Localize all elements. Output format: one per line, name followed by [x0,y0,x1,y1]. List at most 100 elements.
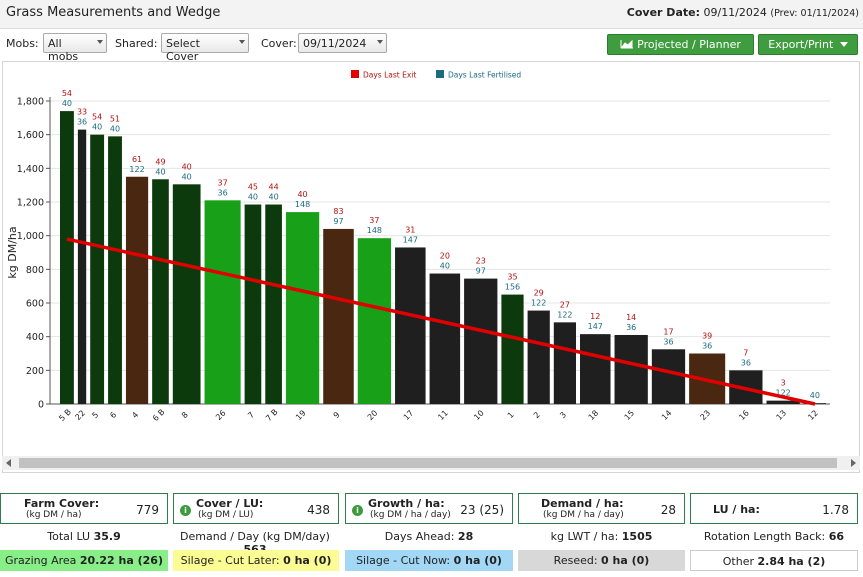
reseed-stat[interactable]: Reseed: 0 ha (0) [518,550,685,571]
data-label-days-last-fertilised: 122 [776,389,791,398]
x-tick-label: 8 [180,410,190,420]
shared-select[interactable]: Select Cover [161,33,249,63]
data-label-days-last-exit: 17 [663,327,673,336]
kg-lwt-label: kg LWT / ha: [550,530,619,543]
x-tick-label: 20 [366,408,380,422]
info-icon[interactable]: i [352,505,363,516]
mobs-select[interactable]: All mobs [43,33,107,63]
reseed-label: Reseed: [553,554,598,567]
x-tick-label: 12 [806,408,820,422]
data-label-days-last-exit: 12 [590,312,600,321]
silage-cut-now-stat[interactable]: Silage - Cut Now: 0 ha (0) [345,550,513,571]
bar [204,200,241,404]
data-label-days-last-exit: 31 [405,225,415,234]
data-label-days-last-exit: 45 [248,183,258,192]
cover-date-display: Cover Date: 09/11/2024 (Prev: 01/11/2024… [627,6,859,19]
kg-lwt-value: 1505 [621,530,653,543]
legend-swatch-fertilised [436,70,444,78]
data-label-days-last-exit: 37 [217,178,227,187]
y-tick-label: 1,800 [17,97,44,108]
data-label-days-last-exit: 49 [155,157,165,166]
data-label-days-last-exit: 61 [132,155,142,164]
data-label-days-last-fertilised: 147 [588,322,603,331]
data-label-days-last-fertilised: 97 [476,267,486,276]
x-tick-label: 14 [660,408,674,422]
growth-unit: (kg DM / ha / day) [370,510,451,520]
cover-date-value: 09/11/2024 [703,6,767,19]
cover-date-select-value: 09/11/2024 [303,37,367,50]
data-label-days-last-fertilised: 122 [557,310,572,319]
bar [357,238,392,404]
bar [614,334,648,404]
cover-lu-value: 438 [307,503,330,517]
x-tick-label: 17 [402,408,416,422]
data-label-days-last-exit: 44 [269,183,279,192]
cover-date-select[interactable]: 09/11/2024 [298,33,387,53]
data-label-days-last-exit: 7 [743,348,748,357]
rotation-length-value: 66 [828,530,845,543]
total-lu-value: 35.9 [93,530,121,543]
data-label-days-last-fertilised: 97 [333,217,343,226]
demand-unit: (kg DM / ha / day) [543,510,624,520]
bar [90,134,105,404]
bar [651,349,686,404]
bar [395,247,426,404]
data-label-days-last-exit: 33 [77,108,87,117]
title-bar: Grass Measurements and Wedge Cover Date:… [0,0,863,29]
x-tick-label: 5 B [57,407,73,423]
other-area-stat[interactable]: Other 2.84 ha (2) [690,550,858,571]
data-label-days-last-fertilised: 40 [155,167,165,176]
demand-label: Demand / ha: [541,497,624,510]
x-tick-label: 7 [246,410,256,420]
y-tick-label: 400 [26,332,44,343]
data-label-days-last-exit: 3 [781,379,786,388]
x-tick-label: 18 [587,408,601,422]
data-label-days-last-exit: 23 [476,257,486,266]
chart-scrollbar[interactable] [2,456,860,470]
data-label-days-last-fertilised: 147 [403,235,418,244]
data-label-days-last-fertilised: 40 [182,172,192,181]
bar [766,400,800,404]
mobs-select-value: All mobs [48,37,79,63]
data-label-days-last-exit: 27 [560,300,570,309]
export-print-button[interactable]: Export/Print [758,34,858,55]
data-label-days-last-exit: 83 [333,207,343,216]
bar [429,273,461,404]
bar [125,176,149,404]
farm-cover-value: 779 [136,503,159,517]
bar [553,322,576,404]
silage-cut-later-stat[interactable]: Silage - Cut Later: 0 ha (0) [173,550,339,571]
data-label-days-last-fertilised: 40 [62,99,72,108]
scrollbar-thumb[interactable] [19,458,837,468]
projected-planner-button[interactable]: Projected / Planner [607,34,754,55]
growth-label: Growth / ha: [368,497,445,510]
caret-down-icon [839,42,848,47]
demand-day-label: Demand / Day (kg DM/day) [180,530,330,543]
previous-cover-date: (Prev: 01/11/2024) [770,8,859,19]
info-icon[interactable]: i [180,505,191,516]
y-tick-label: 0 [38,400,44,411]
scroll-left-icon[interactable] [6,459,11,467]
x-tick-label: 11 [436,408,450,422]
bar [172,184,201,404]
data-label-days-last-fertilised: 40 [248,193,258,202]
x-tick-label: 26 [214,408,228,422]
x-tick-label: 15 [623,408,637,422]
data-label-days-last-exit: 40 [182,162,192,171]
data-label-days-last-fertilised: 36 [663,337,673,346]
data-label-days-last-fertilised: 148 [367,226,382,235]
data-label-days-last-exit: 39 [702,332,712,341]
silage-cut-later-value: 0 ha (0) [283,554,332,567]
projected-planner-label: Projected / Planner [637,38,741,51]
data-label-days-last-fertilised: 36 [741,358,751,367]
scroll-right-icon[interactable] [851,459,856,467]
y-tick-label: 600 [26,299,44,310]
y-axis-label: kg DM/ha [6,226,19,278]
data-label-days-last-fertilised: 122 [129,165,144,174]
legend-label-fertilised: Days Last Fertilised [448,71,521,80]
reseed-value: 0 ha (0) [601,554,650,567]
grazing-area-stat[interactable]: Grazing Area 20.22 ha (26) [0,550,168,571]
demand-day-stat: Demand / Day (kg DM/day) 563 [168,526,342,556]
x-tick-label: 9 [332,410,342,420]
